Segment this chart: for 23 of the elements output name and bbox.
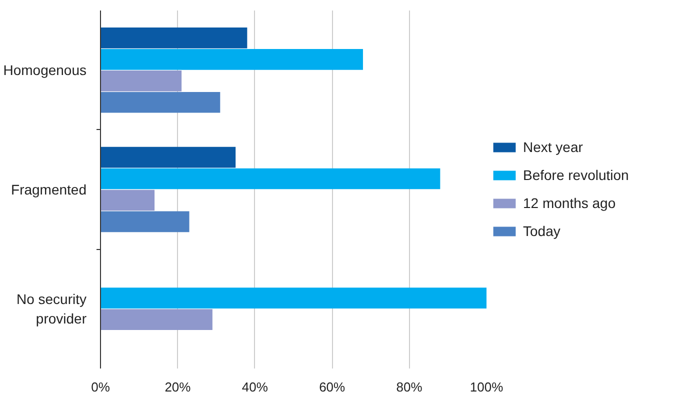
legend-label: Before revolution xyxy=(523,167,629,183)
bar xyxy=(100,309,212,330)
legend-label: Next year xyxy=(523,139,583,155)
x-tick-label: 0% xyxy=(91,380,110,394)
legend-label: 12 months ago xyxy=(523,195,616,211)
bar xyxy=(100,211,190,232)
bar xyxy=(100,190,155,211)
bar xyxy=(100,28,248,48)
x-tick-label: 100% xyxy=(470,380,504,394)
legend-label: Today xyxy=(523,223,560,239)
x-tick-label: 40% xyxy=(242,380,268,394)
y-tick-label: Homogenous xyxy=(3,62,87,78)
bar xyxy=(100,70,182,92)
bar xyxy=(100,288,486,309)
y-tick-label: No security provider xyxy=(16,291,87,326)
y-tick-label: Fragmented xyxy=(11,182,86,198)
bar xyxy=(100,92,220,113)
bar xyxy=(100,168,440,190)
x-tick-label: 80% xyxy=(396,380,423,394)
bar xyxy=(100,146,236,168)
x-tick-label: 60% xyxy=(319,380,346,394)
x-tick-label: 20% xyxy=(164,380,192,394)
bar xyxy=(100,49,363,70)
